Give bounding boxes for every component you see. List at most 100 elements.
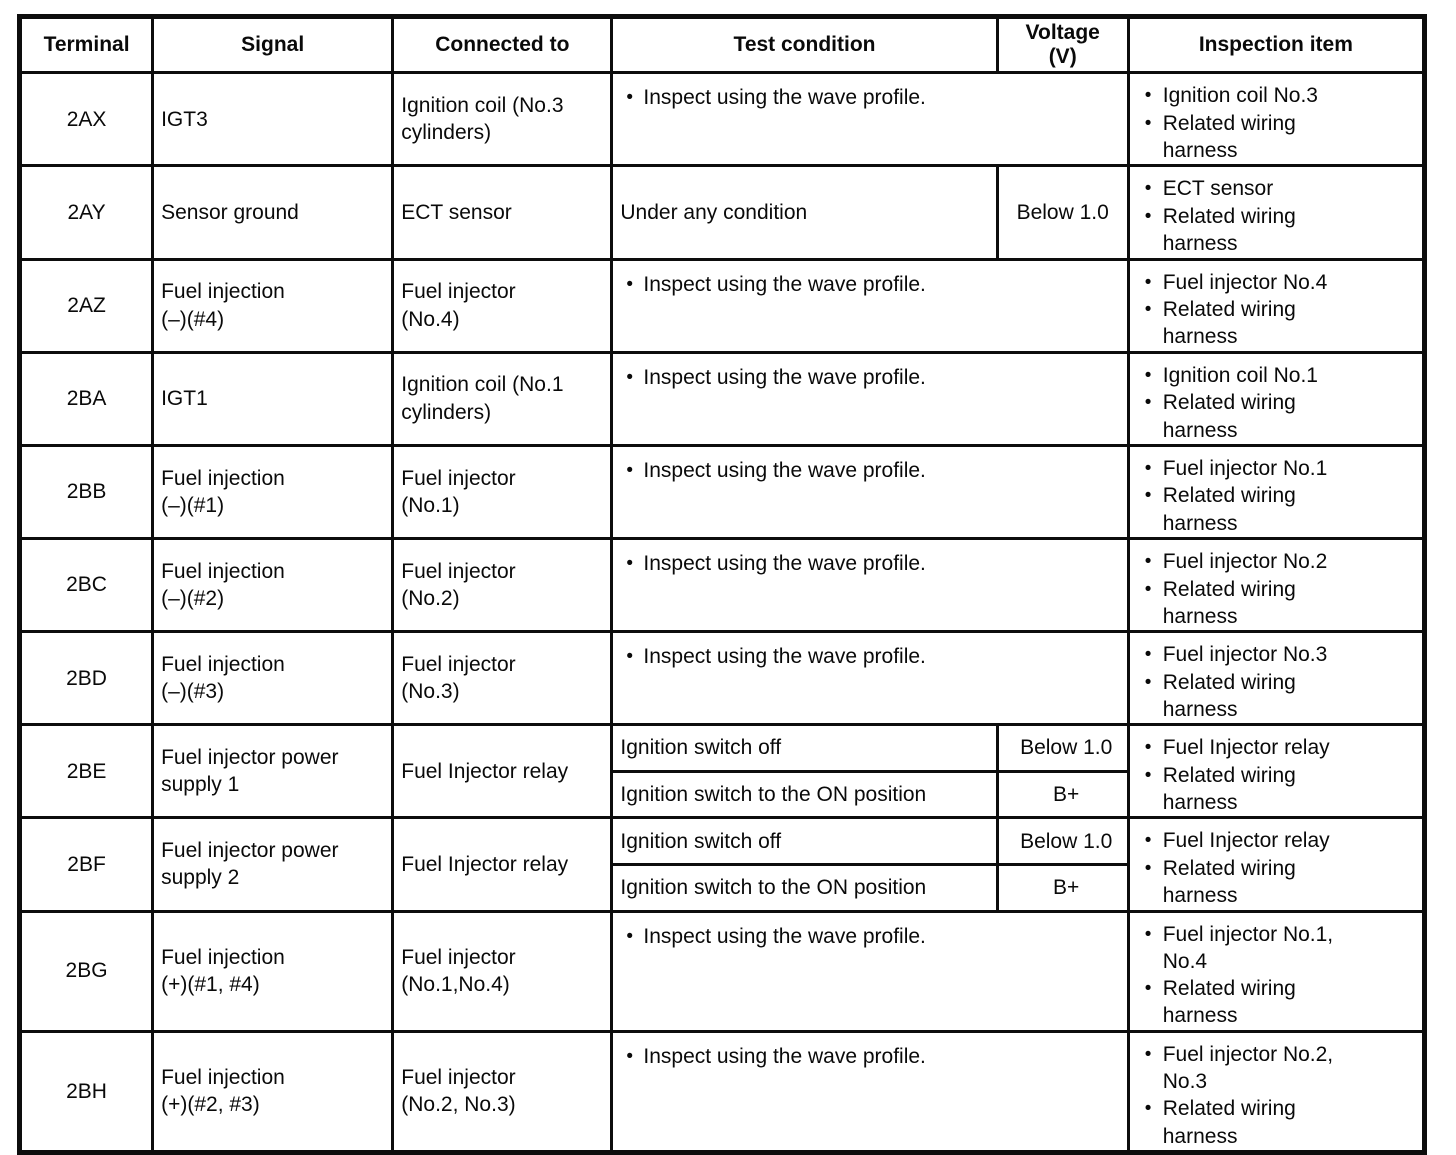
table-row: 2BC Fuel injection (–)(#2) Fuel injector…	[17, 536, 1427, 634]
inspection-list-item: • Fuel Injector relay	[1131, 827, 1421, 855]
inspection-list: • Fuel Injector relay • Related wiring har…	[1131, 827, 1421, 908]
bullet-icon: •	[1144, 1043, 1152, 1065]
test-condition-cell: • Inspect using the wave profile.	[610, 536, 1130, 634]
terminal-cell: 2AY	[17, 164, 155, 261]
test-condition-cell: Ignition switch to the ON position	[610, 769, 999, 820]
bullet-icon: •	[1144, 1098, 1152, 1120]
bullet-icon: •	[1144, 830, 1152, 852]
connected-to-cell: Fuel injector (No.2, No.3)	[391, 1029, 614, 1154]
terminal-cell: 2BH	[17, 1029, 155, 1154]
test-condition-text: Inspect using the wave profile.	[643, 924, 926, 948]
inspection-list: • Fuel injector No.3 • Related wiring harn…	[1131, 641, 1421, 722]
signal-cell: Fuel injection (–)(#3)	[151, 630, 395, 727]
bullet-icon: •	[626, 552, 634, 574]
col-header-signal: Signal	[151, 14, 395, 75]
bullet-icon: •	[1144, 764, 1152, 786]
bullet-icon: •	[1144, 671, 1152, 693]
bullet-icon: •	[1144, 737, 1152, 759]
inspection-item-cell: • Fuel injector No.1 • Related wiring harn…	[1126, 443, 1427, 540]
signal-cell: Fuel injection (+)(#1, #4)	[151, 909, 395, 1033]
table-row: 2BD Fuel injection (–)(#3) Fuel injector…	[17, 630, 1427, 727]
signal-cell: IGT1	[151, 350, 395, 447]
inspection-item-cell: • Fuel injector No.2 • Related wiring harn…	[1126, 536, 1427, 634]
test-condition-cell: • Inspect using the wave profile.	[610, 443, 1130, 540]
signal-cell: Fuel injection (+)(#2, #3)	[151, 1029, 395, 1154]
inspection-list: • Fuel injector No.2 • Related wiring harn…	[1131, 548, 1421, 629]
table-row: 2AZ Fuel injection (–)(#4) Fuel injector…	[17, 257, 1427, 354]
test-condition-cell: Ignition switch off	[610, 816, 999, 866]
inspection-item-cell: • Ignition coil No.3 • Related wiring harn…	[1126, 71, 1427, 168]
table-subrow: Ignition switch to the ON position B+	[20, 862, 1425, 913]
bullet-icon: •	[1144, 457, 1152, 479]
inspection-item-cell: • Fuel injector No.4 • Related wiring harn…	[1126, 257, 1427, 354]
inspection-list: • Fuel injector No.1, No.4 • Related wirin…	[1131, 921, 1421, 1029]
table-row: 2BF Fuel injector power supply 2 Fuel In…	[17, 816, 1427, 913]
inspection-list-item: • Fuel injector No.2	[1131, 548, 1421, 576]
inspection-list-item: • Related wiring harness	[1131, 482, 1421, 535]
signal-cell: Fuel injector power supply 2	[151, 816, 395, 913]
inspection-list: • Fuel injector No.4 • Related wiring harn…	[1131, 269, 1421, 350]
terminal-cell: 2BG	[17, 909, 155, 1033]
inspection-list-item: • Fuel injector No.1, No.4	[1131, 921, 1421, 976]
connected-to-cell: Fuel injector (No.1)	[391, 443, 614, 540]
inspection-list-item: • Related wiring harness	[1131, 975, 1421, 1028]
connected-to-cell: Fuel injector (No.4)	[391, 257, 614, 354]
inspection-list-item: • Related wiring harness	[1131, 203, 1421, 256]
inspection-item-cell: • ECT sensor • Related wiring harness	[1126, 164, 1427, 261]
voltage-cell: Below 1.0	[995, 816, 1130, 866]
bullet-icon: •	[626, 925, 634, 947]
connected-to-cell: ECT sensor	[391, 164, 614, 261]
signal-cell: Fuel injection (–)(#4)	[151, 257, 395, 354]
header-row: Terminal Signal Connected to Test condit…	[17, 14, 1427, 75]
col-header-connected-to: Connected to	[391, 14, 614, 75]
terminal-cell: 2AX	[17, 71, 155, 168]
inspection-item-cell: • Fuel injector No.1, No.4 • Related wirin…	[1126, 909, 1427, 1033]
col-header-voltage: Voltage (V)	[995, 14, 1130, 75]
col-header-terminal: Terminal	[17, 14, 155, 75]
inspection-list: • ECT sensor • Related wiring harness	[1131, 175, 1421, 256]
inspection-item-cell: • Fuel Injector relay • Related wiring har…	[1126, 816, 1427, 913]
inspection-list: • Fuel injector No.2, No.3 • Related wirin…	[1131, 1041, 1421, 1150]
inspection-list: • Fuel Injector relay • Related wiring har…	[1131, 734, 1421, 815]
inspection-list-item: • Related wiring harness	[1131, 389, 1421, 442]
signal-cell: Fuel injection (–)(#1)	[151, 443, 395, 540]
terminal-inspection-table: Terminal Signal Connected to Test condit…	[17, 14, 1427, 1155]
inspection-list-item: • Related wiring harness	[1131, 110, 1421, 163]
test-condition-text: Inspect using the wave profile.	[643, 645, 926, 669]
bullet-icon: •	[626, 87, 634, 109]
bullet-icon: •	[1144, 578, 1152, 600]
inspection-list: • Fuel injector No.1 • Related wiring harn…	[1131, 455, 1421, 536]
col-header-inspection-item: Inspection item	[1126, 14, 1427, 75]
terminal-cell: 2BF	[17, 816, 155, 913]
test-condition-cell: Ignition switch off	[610, 723, 999, 773]
bullet-icon: •	[1144, 978, 1152, 1000]
bullet-icon: •	[1144, 923, 1152, 945]
test-condition-cell: • Inspect using the wave profile.	[610, 909, 1130, 1033]
connected-to-cell: Fuel injector (No.1,No.4)	[391, 909, 614, 1033]
test-condition-cell: Under any condition	[610, 164, 999, 261]
table-row: 2BE Fuel injector power supply 1 Fuel In…	[17, 723, 1427, 820]
test-condition-text: Inspect using the wave profile.	[643, 365, 926, 389]
inspection-list-item: • Fuel Injector relay	[1131, 734, 1421, 762]
terminal-cell: 2BA	[17, 350, 155, 447]
test-condition-text: Inspect using the wave profile.	[643, 1044, 926, 1068]
table-row: 2AX IGT3 Ignition coil (No.3 cylinders) …	[17, 71, 1427, 168]
bullet-icon: •	[626, 1045, 634, 1067]
connected-to-cell: Ignition coil (No.1 cylinders)	[391, 350, 614, 447]
bullet-icon: •	[1144, 271, 1152, 293]
voltage-cell: B+	[995, 862, 1130, 913]
bullet-icon: •	[626, 366, 634, 388]
bullet-icon: •	[626, 459, 634, 481]
bullet-icon: •	[1144, 85, 1152, 107]
table-row: 2BB Fuel injection (–)(#1) Fuel injector…	[17, 443, 1427, 540]
bullet-icon: •	[1144, 299, 1152, 321]
terminal-cell: 2BC	[17, 536, 155, 634]
test-condition-cell: • Inspect using the wave profile.	[610, 630, 1130, 727]
inspection-list-item: • Fuel injector No.2, No.3	[1131, 1041, 1421, 1096]
test-condition-cell: • Inspect using the wave profile.	[610, 71, 1130, 168]
signal-cell: IGT3	[151, 71, 395, 168]
col-header-test-condition: Test condition	[610, 14, 999, 75]
bullet-icon: •	[1144, 205, 1152, 227]
inspection-list-item: • Fuel injector No.1	[1131, 455, 1421, 483]
test-condition-text: Inspect using the wave profile.	[643, 551, 926, 575]
